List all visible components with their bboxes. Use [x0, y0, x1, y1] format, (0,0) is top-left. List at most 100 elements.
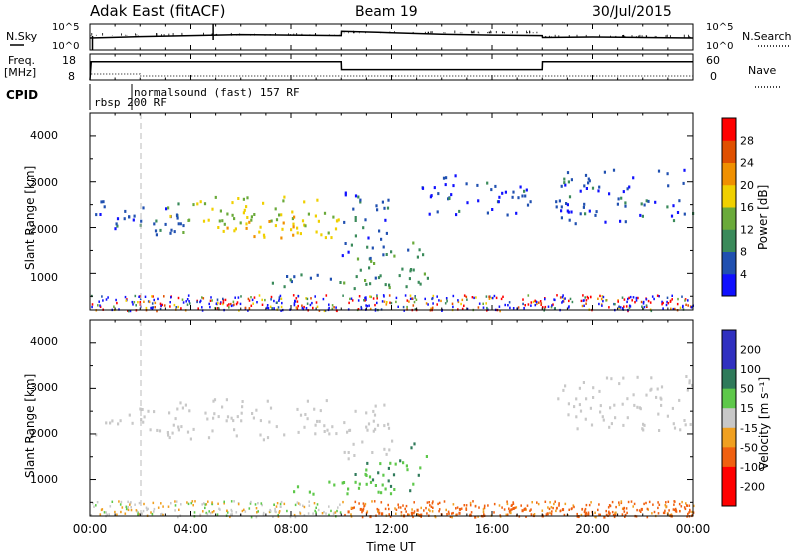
velocity-cell — [141, 512, 143, 515]
power-cell — [641, 305, 643, 308]
power-cell — [292, 225, 295, 229]
power-cell — [568, 195, 572, 199]
power-cell — [131, 300, 134, 304]
velocity-cell — [120, 510, 122, 514]
velocity-cell — [691, 510, 693, 514]
velocity-cell — [175, 500, 178, 503]
power-cell — [506, 213, 509, 217]
velocity-cell — [211, 502, 213, 506]
power-cell — [407, 248, 410, 252]
velocity-cell — [179, 401, 182, 405]
velocity-cell — [339, 511, 342, 514]
power-cell — [457, 300, 460, 304]
velocity-cell — [250, 516, 253, 519]
velocity-cell — [585, 511, 588, 515]
power-cell — [329, 277, 332, 281]
power-cell — [594, 213, 597, 217]
velocity-cell — [209, 512, 212, 515]
power-cell — [294, 299, 296, 303]
power-cell — [566, 171, 570, 175]
power-cell — [209, 305, 211, 309]
velocity-cell — [365, 468, 368, 472]
velocity-cell — [251, 412, 254, 415]
power-cell — [263, 235, 266, 239]
velocity-cell — [205, 511, 208, 515]
velocity-cell — [313, 502, 316, 505]
velocity-cell — [630, 500, 633, 503]
velocity-cell — [372, 409, 375, 413]
velocity-cell — [325, 512, 327, 515]
power-cell — [323, 211, 327, 215]
power-cell — [176, 214, 179, 218]
power-cell — [188, 300, 190, 303]
power-cell — [337, 218, 340, 222]
power-cell — [103, 205, 106, 209]
power-cell — [239, 302, 242, 306]
power-cell — [666, 300, 668, 304]
power-cell — [163, 295, 165, 298]
velocity-cell — [681, 500, 683, 504]
velocity-cell — [383, 403, 386, 407]
power-cell — [234, 227, 237, 231]
power-cell — [222, 301, 225, 304]
velocity-cell — [296, 501, 299, 504]
power-cell — [102, 200, 105, 204]
velocity-cell — [505, 513, 508, 516]
power-ytick-3000: 3000 — [30, 176, 58, 189]
velocity-cell — [95, 504, 97, 507]
velocity-cell — [594, 515, 596, 519]
power-cell — [429, 195, 432, 199]
velocity-cell — [423, 509, 425, 512]
velocity-cell — [684, 507, 687, 511]
power-cell — [201, 296, 203, 299]
power-cell — [208, 302, 210, 306]
power-cell — [354, 216, 357, 219]
velocity-cell — [366, 461, 369, 465]
power-cell — [355, 275, 358, 279]
velocity-cell — [323, 424, 326, 428]
velocity-cell — [191, 500, 194, 503]
velocity-cell — [581, 507, 584, 511]
power-cell — [160, 304, 162, 307]
velocity-cell — [689, 510, 691, 513]
velocity-cell — [237, 502, 240, 506]
power-cell — [91, 303, 94, 306]
power-cell — [139, 295, 141, 298]
velocity-cell — [150, 511, 152, 514]
power-cell — [142, 206, 145, 210]
power-cell — [387, 198, 390, 202]
power-cell — [647, 299, 650, 303]
velocity-cell — [664, 504, 667, 507]
velocity-cell — [127, 500, 129, 503]
noise-left-label: N.Sky — [6, 30, 38, 43]
velocity-cell — [204, 503, 207, 506]
velocity-cell — [331, 425, 334, 429]
noise-line — [89, 30, 694, 39]
velocity-cell — [303, 505, 306, 509]
velocity-colorbar-tick: 200 — [740, 344, 761, 357]
power-cell — [372, 297, 375, 300]
power-cell — [115, 298, 117, 302]
power-cell — [376, 295, 378, 298]
power-cell — [587, 177, 590, 181]
velocity-cell — [143, 502, 145, 506]
velocity-cell — [372, 419, 375, 423]
power-colorbar-segment — [722, 273, 736, 297]
velocity-cell — [688, 511, 690, 514]
power-cell — [280, 309, 282, 312]
velocity-cell — [598, 513, 600, 516]
power-cell — [196, 202, 199, 206]
velocity-cell — [438, 510, 440, 513]
power-cell — [192, 203, 195, 207]
power-cell — [312, 306, 314, 310]
power-cell — [568, 218, 571, 222]
velocity-cell — [405, 510, 407, 513]
velocity-cell — [274, 510, 276, 513]
velocity-cell — [683, 506, 686, 509]
power-cell — [273, 299, 275, 303]
power-cell — [488, 297, 491, 300]
power-cell — [561, 301, 563, 304]
velocity-cell — [160, 502, 162, 505]
velocity-cell — [559, 509, 562, 512]
power-cell — [568, 305, 570, 308]
